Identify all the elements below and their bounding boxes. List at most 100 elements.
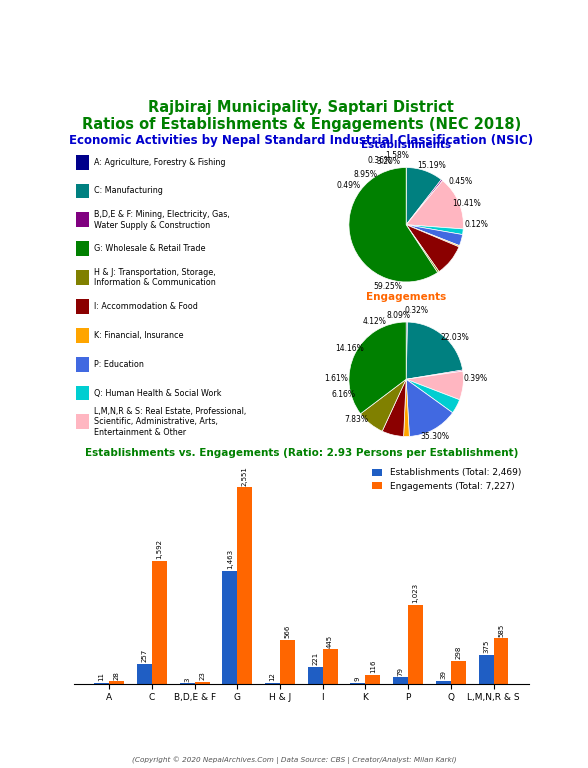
Bar bbox=[152, 561, 167, 684]
Wedge shape bbox=[406, 371, 463, 399]
Wedge shape bbox=[406, 180, 443, 225]
FancyBboxPatch shape bbox=[76, 299, 89, 314]
Wedge shape bbox=[403, 379, 409, 436]
Bar bbox=[451, 660, 466, 684]
Wedge shape bbox=[406, 225, 463, 246]
Text: 22.03%: 22.03% bbox=[440, 333, 469, 342]
Text: 8.09%: 8.09% bbox=[387, 311, 411, 320]
Text: 6.16%: 6.16% bbox=[332, 390, 356, 399]
Text: 298: 298 bbox=[455, 646, 462, 659]
Text: 8.95%: 8.95% bbox=[354, 170, 378, 179]
FancyBboxPatch shape bbox=[76, 415, 89, 429]
Text: 585: 585 bbox=[498, 624, 504, 637]
FancyBboxPatch shape bbox=[76, 154, 89, 170]
Text: 1,463: 1,463 bbox=[227, 549, 233, 569]
Bar bbox=[393, 677, 408, 684]
Bar bbox=[195, 682, 209, 684]
Bar bbox=[323, 649, 338, 684]
Bar bbox=[493, 638, 509, 684]
Text: 1.61%: 1.61% bbox=[325, 374, 348, 383]
FancyBboxPatch shape bbox=[76, 270, 89, 285]
Wedge shape bbox=[406, 379, 460, 412]
Bar bbox=[222, 571, 238, 684]
Text: 59.25%: 59.25% bbox=[373, 282, 402, 290]
Text: 79: 79 bbox=[397, 667, 403, 676]
Text: 23: 23 bbox=[199, 671, 205, 680]
Text: 39: 39 bbox=[440, 670, 446, 679]
Wedge shape bbox=[349, 322, 406, 414]
Bar bbox=[408, 604, 423, 684]
Text: 566: 566 bbox=[285, 625, 290, 638]
Text: 0.12%: 0.12% bbox=[464, 220, 488, 229]
Wedge shape bbox=[406, 180, 463, 229]
Wedge shape bbox=[406, 322, 463, 379]
Wedge shape bbox=[349, 167, 437, 282]
Text: 3.20%: 3.20% bbox=[376, 157, 400, 166]
Wedge shape bbox=[406, 225, 463, 234]
Bar bbox=[479, 654, 493, 684]
Wedge shape bbox=[406, 225, 459, 247]
Bar bbox=[365, 674, 380, 684]
Text: Ratios of Establishments & Engagements (NEC 2018): Ratios of Establishments & Engagements (… bbox=[82, 117, 521, 132]
Wedge shape bbox=[406, 225, 459, 272]
Wedge shape bbox=[406, 379, 453, 436]
Bar bbox=[94, 683, 109, 684]
Text: 15.19%: 15.19% bbox=[417, 161, 446, 170]
Wedge shape bbox=[406, 225, 439, 273]
Text: 9: 9 bbox=[355, 677, 361, 681]
Text: 0.45%: 0.45% bbox=[449, 177, 473, 186]
Text: 375: 375 bbox=[483, 640, 489, 653]
Text: Rajbiraj Municipality, Saptari District: Rajbiraj Municipality, Saptari District bbox=[148, 100, 455, 115]
Text: 2,551: 2,551 bbox=[242, 465, 248, 485]
Text: I: Accommodation & Food: I: Accommodation & Food bbox=[95, 302, 198, 311]
Text: 0.32%: 0.32% bbox=[405, 306, 429, 315]
Text: 28: 28 bbox=[113, 671, 119, 680]
Text: 4.12%: 4.12% bbox=[363, 317, 387, 326]
Text: Q: Human Health & Social Work: Q: Human Health & Social Work bbox=[95, 389, 222, 398]
Bar bbox=[265, 683, 280, 684]
Bar bbox=[137, 664, 152, 684]
FancyBboxPatch shape bbox=[76, 241, 89, 257]
Text: 14.16%: 14.16% bbox=[336, 344, 365, 353]
FancyBboxPatch shape bbox=[76, 386, 89, 400]
Bar bbox=[280, 640, 295, 684]
Text: 3: 3 bbox=[184, 677, 190, 682]
Text: K: Financial, Insurance: K: Financial, Insurance bbox=[95, 331, 184, 339]
Wedge shape bbox=[382, 379, 406, 436]
Text: 1,023: 1,023 bbox=[413, 583, 419, 603]
Text: H & J: Transportation, Storage,
Information & Communication: H & J: Transportation, Storage, Informat… bbox=[95, 268, 216, 287]
Text: 0.49%: 0.49% bbox=[336, 181, 360, 190]
FancyBboxPatch shape bbox=[76, 213, 89, 227]
FancyBboxPatch shape bbox=[76, 184, 89, 198]
Text: L,M,N,R & S: Real Estate, Professional,
Scientific, Administrative, Arts,
Entert: L,M,N,R & S: Real Estate, Professional, … bbox=[95, 407, 247, 437]
Text: 12: 12 bbox=[269, 672, 276, 681]
Text: 1,592: 1,592 bbox=[156, 539, 162, 559]
Text: 257: 257 bbox=[141, 649, 148, 662]
Bar bbox=[109, 681, 124, 684]
Wedge shape bbox=[360, 379, 406, 431]
Text: Establishments: Establishments bbox=[361, 141, 451, 151]
Text: 7.83%: 7.83% bbox=[344, 415, 368, 424]
Title: Establishments vs. Engagements (Ratio: 2.93 Persons per Establishment): Establishments vs. Engagements (Ratio: 2… bbox=[85, 449, 518, 458]
Wedge shape bbox=[406, 167, 442, 225]
Legend: Establishments (Total: 2,469), Engagements (Total: 7,227): Establishments (Total: 2,469), Engagemen… bbox=[368, 465, 524, 495]
Text: C: Manufacturing: C: Manufacturing bbox=[95, 187, 163, 196]
Text: 10.41%: 10.41% bbox=[452, 199, 481, 208]
Text: 11: 11 bbox=[99, 672, 105, 681]
Text: (Copyright © 2020 NepalArchives.Com | Data Source: CBS | Creator/Analyst: Milan : (Copyright © 2020 NepalArchives.Com | Da… bbox=[132, 756, 456, 764]
Text: 221: 221 bbox=[312, 652, 318, 665]
Text: Engagements: Engagements bbox=[366, 292, 446, 302]
Text: 0.39%: 0.39% bbox=[464, 374, 488, 383]
FancyBboxPatch shape bbox=[76, 328, 89, 343]
Bar bbox=[436, 680, 451, 684]
Text: G: Wholesale & Retail Trade: G: Wholesale & Retail Trade bbox=[95, 244, 206, 253]
Wedge shape bbox=[406, 322, 407, 379]
Text: 445: 445 bbox=[327, 634, 333, 647]
FancyBboxPatch shape bbox=[76, 357, 89, 372]
Text: Economic Activities by Nepal Standard Industrial Classification (NSIC): Economic Activities by Nepal Standard In… bbox=[69, 134, 533, 147]
Text: 35.30%: 35.30% bbox=[420, 432, 449, 441]
Text: 116: 116 bbox=[370, 660, 376, 673]
Text: 0.36%: 0.36% bbox=[368, 156, 392, 164]
Text: A: Agriculture, Forestry & Fishing: A: Agriculture, Forestry & Fishing bbox=[95, 157, 226, 167]
Bar bbox=[308, 667, 323, 684]
